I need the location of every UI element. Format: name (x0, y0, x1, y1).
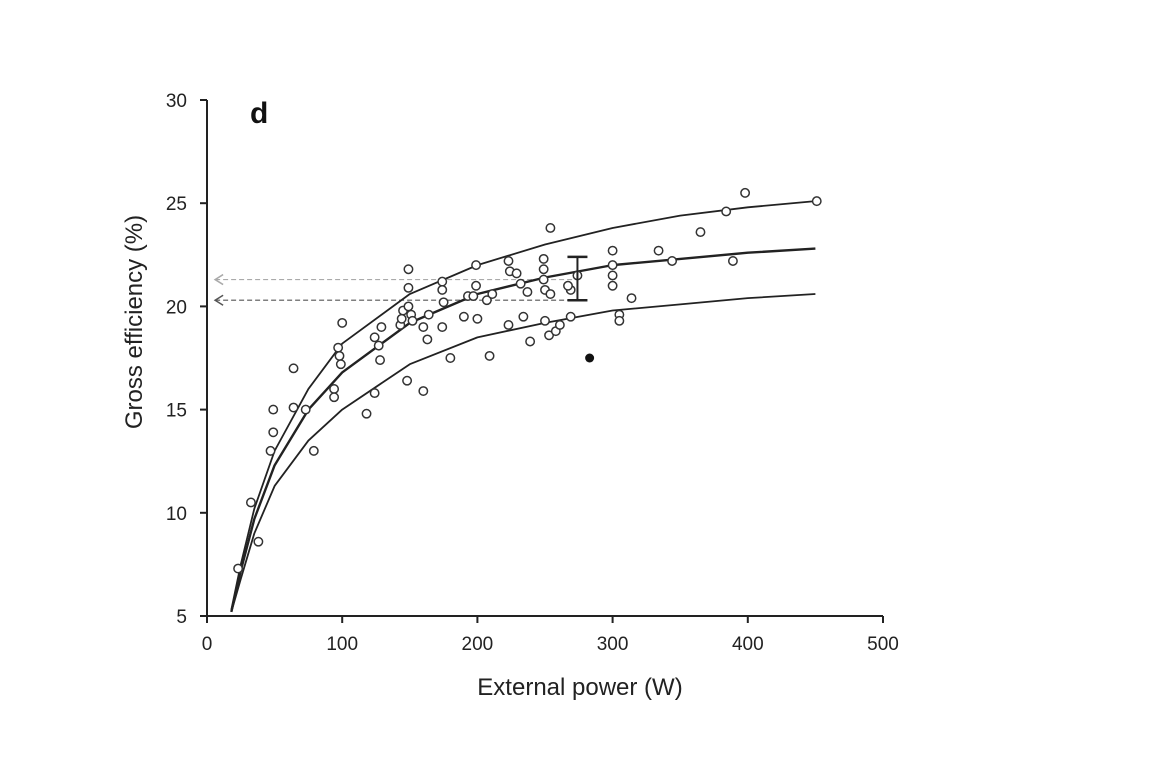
data-point (375, 355, 386, 366)
data-point (458, 311, 469, 322)
x-tick-label: 400 (732, 634, 764, 655)
y-tick-label: 10 (166, 504, 187, 525)
data-point (376, 322, 387, 332)
data-point (484, 350, 495, 361)
data-point (472, 313, 483, 324)
x-axis-label: External power (W) (477, 674, 682, 701)
data-point (503, 256, 514, 266)
data-point (525, 336, 536, 347)
data-point (407, 315, 418, 326)
y-tick-label: 30 (166, 91, 187, 112)
y-tick-label: 5 (176, 607, 187, 628)
data-point (423, 309, 434, 320)
filled-data-point (585, 353, 595, 363)
data-point (308, 445, 319, 456)
panel-label: d (250, 97, 268, 130)
data-point (418, 322, 429, 332)
y-tick-label: 25 (166, 194, 187, 215)
data-point (373, 340, 384, 351)
data-point (438, 297, 449, 308)
data-point (268, 427, 279, 438)
data-point (487, 289, 498, 299)
x-tick-label: 300 (597, 634, 629, 655)
x-tick-label: 200 (462, 634, 494, 655)
curve-upper (230, 200, 816, 610)
arrowhead-icon (213, 294, 224, 306)
y-tick-label: 20 (166, 297, 187, 318)
data-point (565, 311, 576, 322)
data-point (538, 264, 549, 275)
data-point (626, 293, 637, 304)
data-point (653, 245, 664, 256)
data-point (329, 384, 340, 394)
data-point (445, 353, 456, 363)
x-tick-label: 500 (867, 634, 899, 655)
data-point (437, 284, 448, 295)
data-point (403, 264, 414, 275)
data-point (695, 227, 706, 238)
data-point (437, 276, 448, 287)
data-point (538, 253, 549, 264)
data-point (403, 301, 414, 312)
data-point (811, 196, 822, 207)
data-point (288, 363, 299, 374)
data-point (554, 320, 565, 330)
arrowhead-icon (213, 273, 224, 286)
data-point (369, 388, 380, 399)
data-point (369, 332, 380, 343)
data-point (337, 317, 348, 328)
y-axis-label: Gross efficiency (%) (121, 215, 148, 429)
data-point (563, 280, 573, 291)
x-tick-label: 100 (326, 634, 358, 655)
data-point (607, 260, 618, 271)
data-point (721, 206, 732, 217)
data-point (503, 320, 514, 330)
data-point (727, 256, 738, 266)
data-point (607, 245, 618, 256)
data-point (515, 278, 526, 289)
data-point (545, 223, 556, 233)
curve-lower (230, 293, 816, 613)
data-point (329, 392, 340, 403)
data-point (402, 375, 413, 386)
data-point (253, 536, 264, 547)
data-point (300, 404, 311, 415)
data-point (333, 342, 344, 353)
data-point (468, 291, 479, 302)
data-point (511, 268, 522, 279)
data-point (361, 408, 372, 419)
data-point (233, 563, 244, 574)
data-point (265, 445, 276, 456)
data-point (607, 280, 618, 291)
data-point (481, 295, 492, 306)
data-point (607, 270, 618, 281)
data-point (540, 315, 550, 326)
data-point (538, 274, 549, 285)
data-point (471, 280, 481, 291)
data-point (396, 313, 407, 324)
data-point (471, 260, 481, 271)
data-point (522, 287, 533, 297)
data-point (335, 359, 346, 370)
data-point (245, 497, 256, 508)
data-point (437, 322, 448, 332)
x-tick-label: 0 (202, 634, 213, 655)
data-point (518, 311, 529, 322)
data-point (740, 187, 751, 198)
data-point (422, 334, 433, 345)
data-point (614, 315, 625, 326)
data-point (418, 386, 429, 396)
data-point (288, 402, 299, 413)
data-point (545, 289, 556, 299)
y-tick-label: 15 (166, 401, 187, 422)
data-point (268, 404, 279, 415)
data-point (403, 282, 414, 293)
data-point (334, 350, 345, 361)
data-point (667, 256, 678, 266)
